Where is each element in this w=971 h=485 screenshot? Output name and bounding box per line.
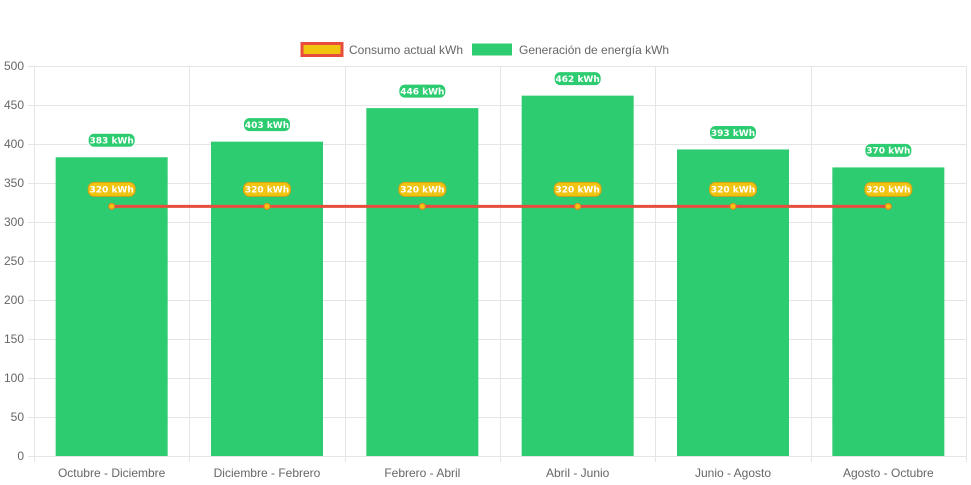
bar-data-label-text: 462 kWh bbox=[556, 75, 600, 85]
x-tick-label: Febrero - Abril bbox=[384, 466, 460, 480]
y-tick-label: 250 bbox=[4, 254, 24, 268]
line-data-label-text: 320 kWh bbox=[245, 186, 289, 196]
bar[interactable] bbox=[366, 108, 479, 457]
bar-data-label: 383 kWh bbox=[87, 132, 136, 148]
line-data-label: 320 kWh bbox=[553, 181, 602, 197]
bar[interactable] bbox=[521, 95, 634, 456]
line-data-label-text: 320 kWh bbox=[711, 186, 755, 196]
line-point[interactable] bbox=[574, 202, 582, 210]
bar-series bbox=[55, 95, 945, 457]
bar-data-label: 446 kWh bbox=[398, 83, 447, 99]
line-data-label: 320 kWh bbox=[398, 181, 447, 197]
bar-data-label-text: 383 kWh bbox=[90, 137, 134, 147]
line-point[interactable] bbox=[108, 202, 116, 210]
legend: Consumo actual kWh Generación de energía… bbox=[300, 42, 669, 57]
x-tick-label: Abril - Junio bbox=[546, 466, 610, 480]
bar[interactable] bbox=[832, 167, 945, 456]
legend-swatch-generacion bbox=[472, 43, 512, 56]
y-tick-label: 150 bbox=[4, 332, 24, 346]
line-point[interactable] bbox=[418, 202, 426, 210]
line-data-label-bg bbox=[709, 181, 757, 197]
line-data-label-bg bbox=[87, 181, 136, 197]
line-data-label-bg bbox=[553, 181, 602, 197]
grid bbox=[28, 66, 967, 462]
bar-data-label: 462 kWh bbox=[553, 71, 602, 87]
x-tick-label: Diciembre - Febrero bbox=[214, 466, 321, 480]
line-data-label: 320 kWh bbox=[243, 181, 291, 197]
y-tick-label: 400 bbox=[4, 137, 24, 151]
y-tick-label: 0 bbox=[17, 449, 24, 463]
line-data-label: 320 kWh bbox=[864, 181, 913, 197]
x-tick-label: Octubre - Diciembre bbox=[58, 466, 166, 480]
line-data-label-text: 320 kWh bbox=[400, 186, 444, 196]
bar[interactable] bbox=[677, 149, 789, 456]
bar-data-label-bg bbox=[709, 124, 757, 140]
bar-data-label-text: 403 kWh bbox=[245, 121, 289, 131]
bar-data-label-bg bbox=[87, 132, 136, 148]
bar-data-label: 393 kWh bbox=[709, 124, 757, 140]
line-series bbox=[108, 202, 892, 210]
legend-swatch-consumo bbox=[300, 42, 344, 57]
line-data-label-bg bbox=[398, 181, 447, 197]
legend-item-consumo[interactable]: Consumo actual kWh bbox=[300, 42, 463, 57]
bar[interactable] bbox=[55, 157, 168, 456]
bar-data-label-text: 393 kWh bbox=[711, 129, 755, 139]
bar-data-label-bg bbox=[864, 142, 913, 158]
y-tick-label: 450 bbox=[4, 98, 24, 112]
bar-data-label: 403 kWh bbox=[243, 117, 291, 133]
bar-data-label-bg bbox=[398, 83, 447, 99]
bar-data-label-bg bbox=[243, 117, 291, 133]
x-axis: Octubre - Diciembre Diciembre - Febrero Fe… bbox=[58, 466, 934, 480]
line-data-label-text: 320 kWh bbox=[866, 186, 910, 196]
x-tick-label: Junio - Agosto bbox=[695, 466, 771, 480]
legend-label-generacion: Generación de energía kWh bbox=[519, 43, 669, 57]
line-point[interactable] bbox=[263, 202, 271, 210]
y-tick-label: 50 bbox=[11, 410, 25, 424]
line-data-label: 320 kWh bbox=[709, 181, 757, 197]
line-data-label-bg bbox=[243, 181, 291, 197]
bar-data-label-bg bbox=[553, 71, 602, 87]
legend-item-generacion[interactable]: Generación de energía kWh bbox=[472, 43, 669, 57]
line-point[interactable] bbox=[884, 202, 892, 210]
y-tick-label: 300 bbox=[4, 215, 24, 229]
x-tick-label: Agosto - Octubre bbox=[843, 466, 934, 480]
legend-label-consumo: Consumo actual kWh bbox=[349, 43, 463, 57]
y-tick-label: 350 bbox=[4, 176, 24, 190]
line-data-label: 320 kWh bbox=[87, 181, 136, 197]
y-tick-label: 500 bbox=[4, 59, 24, 73]
y-tick-label: 200 bbox=[4, 293, 24, 307]
line-point[interactable] bbox=[729, 202, 737, 210]
bar-data-label-text: 370 kWh bbox=[866, 147, 910, 157]
y-tick-label: 100 bbox=[4, 371, 24, 385]
bar-data-label: 370 kWh bbox=[864, 142, 913, 158]
data-labels: 383 kWh 403 kWh 446 kWh 462 kWh 393 kWh 370 k… bbox=[87, 71, 913, 197]
line-data-label-bg bbox=[864, 181, 913, 197]
y-axis: 0 50 100 150 200 250 300 350 400 450 500 bbox=[4, 59, 24, 463]
line-data-label-text: 320 kWh bbox=[556, 186, 600, 196]
line-data-label-text: 320 kWh bbox=[90, 186, 134, 196]
bar-data-label-text: 446 kWh bbox=[400, 87, 444, 97]
